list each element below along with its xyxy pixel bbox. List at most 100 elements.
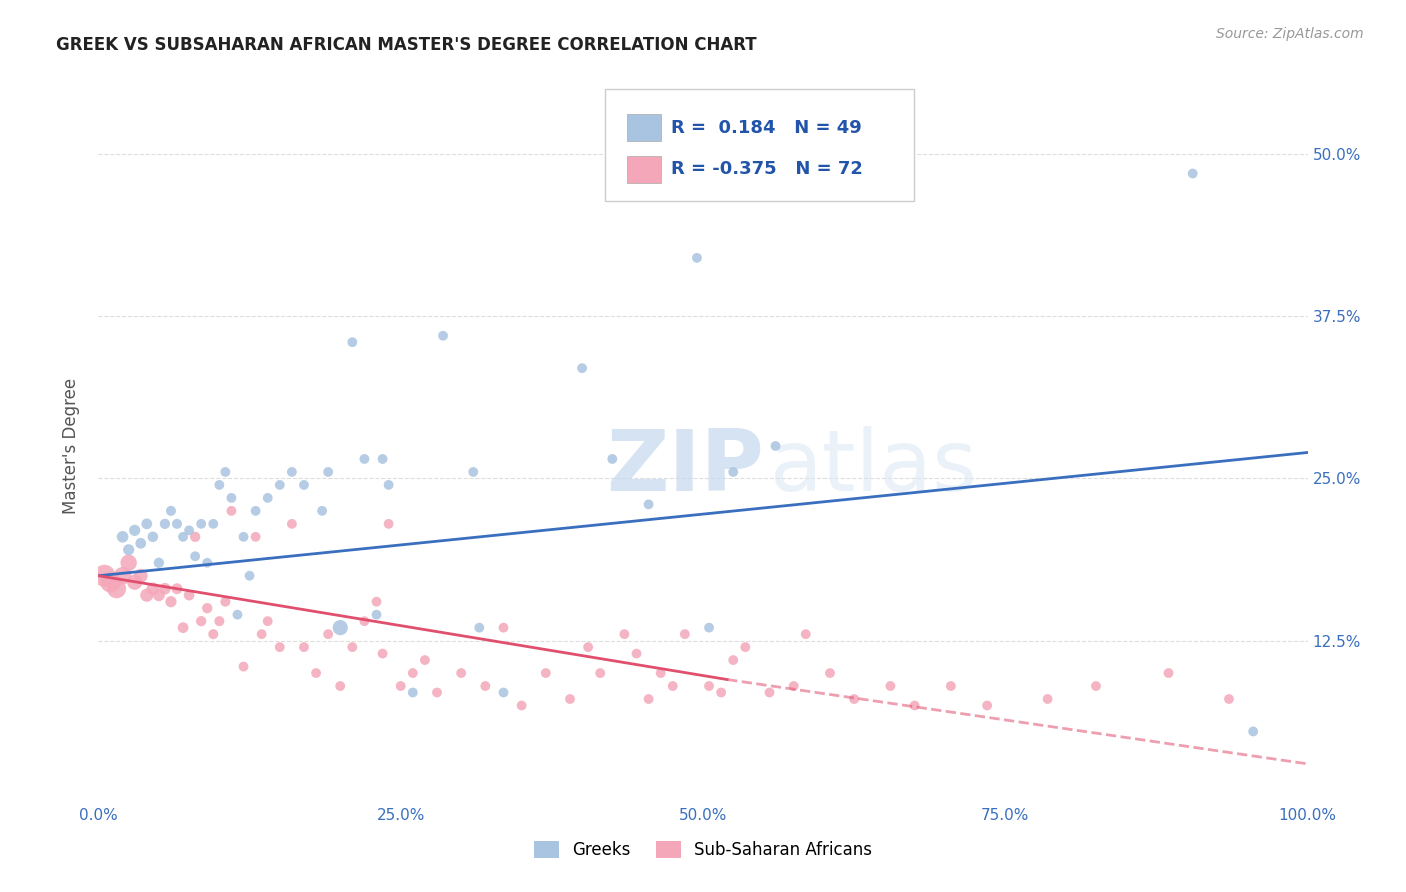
Point — [371, 647, 394, 661]
Point — [1241, 724, 1264, 739]
Point — [366, 607, 388, 622]
Point — [118, 542, 141, 557]
Point — [1157, 666, 1180, 681]
Point — [342, 640, 364, 654]
Point — [650, 666, 672, 681]
Point — [782, 679, 804, 693]
Point — [166, 516, 188, 531]
Point — [281, 516, 304, 531]
Point — [135, 588, 157, 602]
Point — [1181, 167, 1204, 181]
Point — [576, 640, 599, 654]
Point — [413, 653, 436, 667]
Point — [269, 478, 291, 492]
Point — [202, 627, 225, 641]
Point — [148, 556, 170, 570]
Point — [202, 516, 225, 531]
Point — [226, 607, 249, 622]
Point — [723, 653, 745, 667]
Point — [305, 666, 328, 681]
Point — [1218, 692, 1240, 706]
Point — [371, 452, 394, 467]
Point — [153, 516, 176, 531]
Point — [124, 524, 146, 538]
Point — [329, 679, 352, 693]
Point — [172, 621, 194, 635]
Point — [135, 516, 157, 531]
Point — [190, 516, 212, 531]
Point — [492, 685, 515, 699]
Point — [474, 679, 496, 693]
Point — [686, 251, 709, 265]
Point — [142, 582, 165, 596]
Point — [269, 640, 291, 654]
Point — [1085, 679, 1108, 693]
Point — [353, 614, 375, 628]
Point — [710, 685, 733, 699]
Point — [153, 582, 176, 596]
Point — [160, 504, 183, 518]
Point — [316, 627, 339, 641]
Point — [723, 465, 745, 479]
Point — [148, 588, 170, 602]
Legend: Greeks, Sub-Saharan Africans: Greeks, Sub-Saharan Africans — [527, 834, 879, 866]
Point — [366, 595, 388, 609]
Point — [432, 328, 454, 343]
Point — [111, 568, 134, 582]
Point — [208, 614, 231, 628]
Point — [342, 335, 364, 350]
Point — [124, 575, 146, 590]
Point — [142, 530, 165, 544]
Point — [256, 614, 278, 628]
Point — [316, 465, 339, 479]
Point — [589, 666, 612, 681]
Point — [844, 692, 866, 706]
Text: GREEK VS SUBSAHARAN AFRICAN MASTER'S DEGREE CORRELATION CHART: GREEK VS SUBSAHARAN AFRICAN MASTER'S DEG… — [56, 36, 756, 54]
Point — [353, 452, 375, 467]
Point — [492, 621, 515, 635]
Point — [292, 478, 315, 492]
Point — [195, 556, 218, 570]
Point — [697, 621, 720, 635]
Point — [377, 478, 399, 492]
Point — [129, 568, 152, 582]
Point — [558, 692, 581, 706]
Point — [184, 530, 207, 544]
Point — [661, 679, 683, 693]
Text: atlas: atlas — [769, 425, 977, 509]
Point — [377, 516, 399, 531]
Point — [190, 614, 212, 628]
Point — [765, 439, 787, 453]
Point — [281, 465, 304, 479]
Point — [166, 582, 188, 596]
Point — [111, 530, 134, 544]
Point — [402, 685, 425, 699]
Point — [100, 575, 122, 590]
Point — [450, 666, 472, 681]
Point — [463, 465, 485, 479]
Point — [221, 491, 243, 505]
Point — [256, 491, 278, 505]
Point — [794, 627, 817, 641]
Text: R =  0.184   N = 49: R = 0.184 N = 49 — [671, 119, 862, 136]
Point — [311, 504, 333, 518]
Point — [179, 524, 201, 538]
Text: ZIP: ZIP — [606, 425, 763, 509]
Point — [510, 698, 533, 713]
Point — [214, 465, 236, 479]
Point — [172, 530, 194, 544]
Point — [232, 659, 254, 673]
Point — [329, 621, 352, 635]
Point — [214, 595, 236, 609]
Point — [245, 504, 267, 518]
Point — [179, 588, 201, 602]
Point — [818, 666, 841, 681]
Point — [637, 497, 659, 511]
Point — [118, 556, 141, 570]
Point — [534, 666, 557, 681]
Point — [245, 530, 267, 544]
Point — [129, 536, 152, 550]
Point — [626, 647, 648, 661]
Point — [426, 685, 449, 699]
Point — [758, 685, 780, 699]
